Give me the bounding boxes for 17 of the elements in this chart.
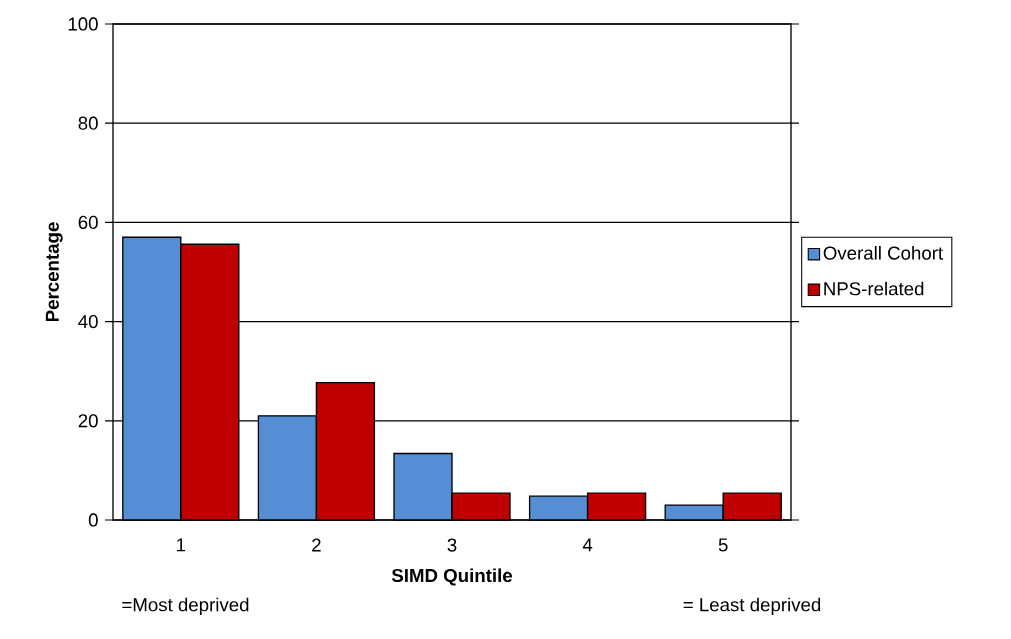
legend-label: Overall Cohort xyxy=(823,245,943,260)
x-tick-label: 1 xyxy=(177,538,186,552)
x-tick-label: 2 xyxy=(312,538,321,552)
y-tick-label: 0 xyxy=(88,513,98,527)
y-tick-label: 100 xyxy=(68,17,98,31)
text: = Least deprived xyxy=(683,597,821,616)
x-tick-label: 4 xyxy=(582,538,593,552)
x-tick-label: 3 xyxy=(447,538,457,552)
x-tick-label: 5 xyxy=(718,538,728,552)
y-tick-label: 40 xyxy=(78,314,98,329)
y-tick-label: 60 xyxy=(78,215,98,230)
x-axis-title: SIMD Quintile xyxy=(391,568,513,586)
y-tick-label: 20 xyxy=(78,414,98,428)
y-axis-title: Percentage xyxy=(45,222,63,322)
legend-label: NPS-related xyxy=(824,281,924,296)
y-tick-label: 80 xyxy=(78,116,98,130)
text: =Most deprived xyxy=(122,597,249,616)
